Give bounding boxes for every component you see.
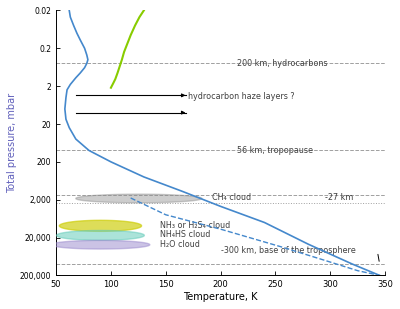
Text: 56 km, tropopause: 56 km, tropopause <box>237 146 313 155</box>
Text: hydrocarbon haze layers ?: hydrocarbon haze layers ? <box>188 92 294 101</box>
X-axis label: Temperature, K: Temperature, K <box>183 292 258 302</box>
Text: 200 km, hydrocarbons: 200 km, hydrocarbons <box>237 59 328 68</box>
Y-axis label: Total pressure, mbar: Total pressure, mbar <box>7 93 17 193</box>
Text: -300 km, base of the troposphere: -300 km, base of the troposphere <box>221 246 355 256</box>
Text: CH₄ cloud: CH₄ cloud <box>212 193 251 202</box>
Text: NH₃ or H₂S₄ cloud: NH₃ or H₂S₄ cloud <box>160 221 230 230</box>
Text: H₂O cloud: H₂O cloud <box>160 240 200 249</box>
Text: NH₄HS cloud: NH₄HS cloud <box>160 231 211 239</box>
Text: -27 km: -27 km <box>325 193 353 202</box>
